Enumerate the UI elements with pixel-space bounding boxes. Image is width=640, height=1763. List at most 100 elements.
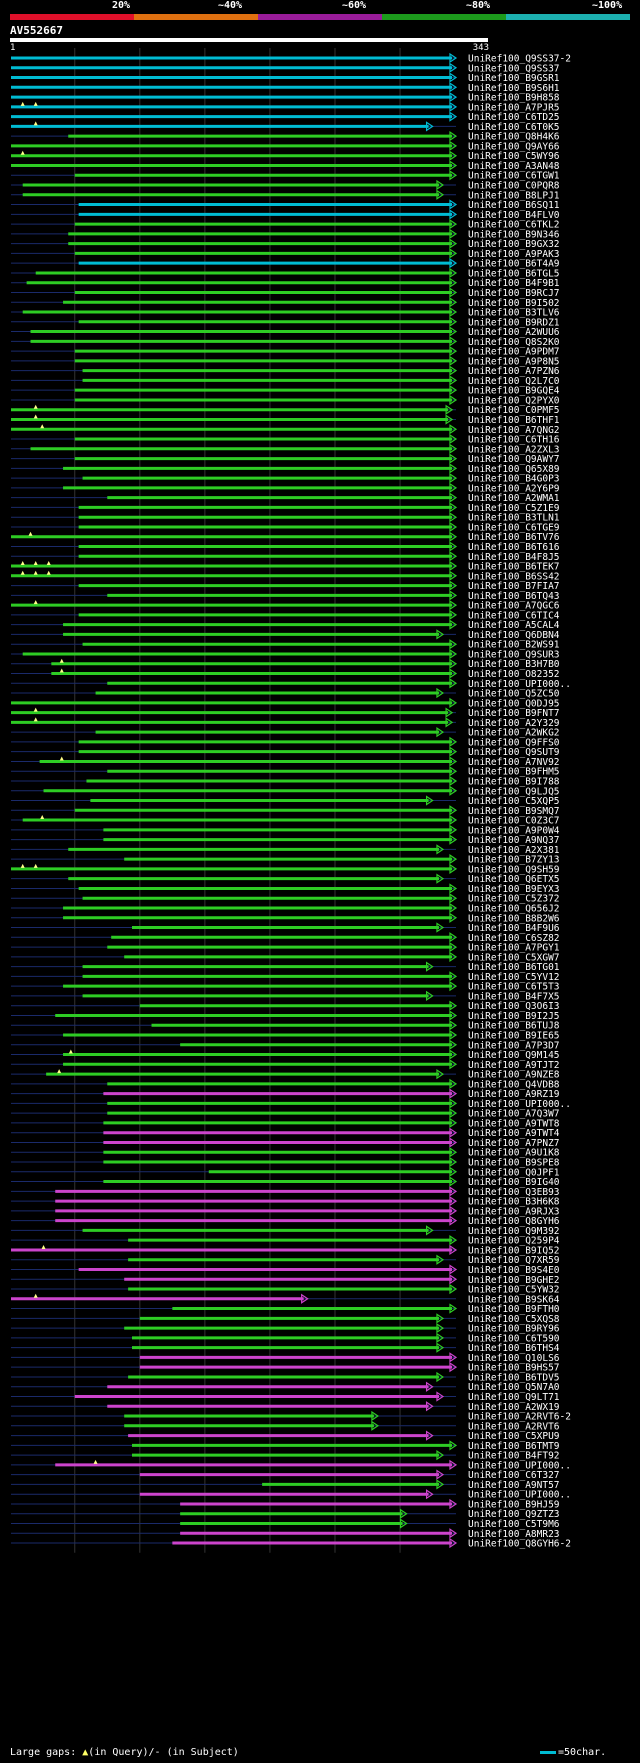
hit-label[interactable]: UniRef100_A2ZXL3 <box>468 444 560 455</box>
alignment-row[interactable]: UniRef100_B6T4A9 <box>11 258 560 270</box>
alignment-row[interactable]: UniRef100_UPI000.. <box>11 678 571 690</box>
alignment-row[interactable]: UniRef100_Q10LS6 <box>11 1352 560 1364</box>
hit-label[interactable]: UniRef100_C6TKL2 <box>468 220 560 231</box>
alignment-row[interactable]: UniRef100_B9FTH0 <box>11 1303 560 1315</box>
alignment-row[interactable]: UniRef100_C6TD25 <box>11 111 560 123</box>
hit-label[interactable]: UniRef100_B9N346 <box>468 229 560 240</box>
hit-label[interactable]: UniRef100_UPI000.. <box>468 679 571 690</box>
hit-label[interactable]: UniRef100_B9SK64 <box>468 1294 560 1305</box>
hit-label[interactable]: UniRef100_B9I502 <box>468 298 560 309</box>
alignment-row[interactable]: UniRef100_Q5N7A0 <box>11 1381 560 1393</box>
alignment-row[interactable]: UniRef100_A9NT57 <box>11 1479 560 1491</box>
hit-label[interactable]: UniRef100_B6TG01 <box>468 962 560 973</box>
hit-label[interactable]: UniRef100_Q9SS37 <box>468 63 560 74</box>
alignment-row[interactable]: UniRef100_Q259P4 <box>11 1235 560 1247</box>
hit-label[interactable]: UniRef100_C5WY96 <box>468 151 560 162</box>
hit-label[interactable]: UniRef100_A2WUU6 <box>468 327 560 338</box>
hit-label[interactable]: UniRef100_B9RY96 <box>468 1324 560 1335</box>
alignment-row[interactable]: UniRef100_A9U1K8 <box>11 1147 560 1159</box>
alignment-row[interactable]: UniRef100_B4FLV0 <box>11 209 560 221</box>
alignment-row[interactable]: UniRef100_A9NZE8 <box>11 1068 560 1081</box>
alignment-row[interactable]: UniRef100_B9RY96 <box>11 1322 560 1335</box>
alignment-row[interactable]: UniRef100_Q9LJQ5 <box>11 785 560 797</box>
alignment-row[interactable]: UniRef100_B9SK64 <box>11 1293 560 1306</box>
alignment-row[interactable]: UniRef100_C6TKL2 <box>11 218 560 231</box>
hit-label[interactable]: UniRef100_C5Z372 <box>468 894 560 905</box>
hit-label[interactable]: UniRef100_A9TWT4 <box>468 1128 560 1139</box>
alignment-row[interactable]: UniRef100_A9TJT2 <box>11 1059 560 1071</box>
alignment-row[interactable]: UniRef100_C5Z372 <box>11 893 560 905</box>
hit-label[interactable]: UniRef100_UPI000.. <box>468 1099 571 1110</box>
alignment-row[interactable]: UniRef100_A7Q3W7 <box>11 1108 560 1120</box>
alignment-row[interactable]: UniRef100_C6SZ82 <box>11 932 560 944</box>
hit-label[interactable]: UniRef100_C5XQP5 <box>468 796 560 807</box>
hit-label[interactable]: UniRef100_A7NV92 <box>468 757 560 768</box>
alignment-row[interactable]: UniRef100_A8MR23 <box>11 1528 560 1540</box>
hit-label[interactable]: UniRef100_A9U1K8 <box>468 1148 560 1159</box>
hit-label[interactable]: UniRef100_C5XQS8 <box>468 1314 560 1325</box>
hit-label[interactable]: UniRef100_Q9M145 <box>468 1050 560 1061</box>
alignment-row[interactable]: UniRef100_Q8S2K0 <box>11 336 560 348</box>
hit-label[interactable]: UniRef100_Q9LT71 <box>468 1392 560 1403</box>
alignment-row[interactable]: UniRef100_C5XGW7 <box>11 951 560 963</box>
alignment-row[interactable]: UniRef100_B9RCJ7 <box>11 287 560 299</box>
alignment-row[interactable]: UniRef100_C0PQR8 <box>11 179 560 192</box>
hit-label[interactable]: UniRef100_Q9AWY7 <box>468 454 560 465</box>
hit-label[interactable]: UniRef100_Q3EB93 <box>468 1187 560 1198</box>
hit-label[interactable]: UniRef100_Q4VDB8 <box>468 1079 560 1090</box>
hit-label[interactable]: UniRef100_B6T616 <box>468 542 560 553</box>
hit-label[interactable]: UniRef100_B6TGL5 <box>468 268 560 279</box>
hit-label[interactable]: UniRef100_B9RDZ1 <box>468 317 560 328</box>
hit-label[interactable]: UniRef100_C6TH16 <box>468 435 560 446</box>
hit-label[interactable]: UniRef100_C5Z1E9 <box>468 503 560 514</box>
alignment-row[interactable]: UniRef100_A9TWT8 <box>11 1117 560 1129</box>
hit-label[interactable]: UniRef100_Q9SS37-2 <box>468 54 571 65</box>
alignment-row[interactable]: UniRef100_B6THS4 <box>11 1342 560 1354</box>
alignment-row[interactable]: UniRef100_B9N346 <box>11 228 560 240</box>
hit-label[interactable]: UniRef100_B9FNT7 <box>468 708 560 719</box>
alignment-row[interactable]: UniRef100_B4F8J5 <box>11 551 560 563</box>
alignment-row[interactable]: UniRef100_B3TLN1 <box>11 512 560 524</box>
alignment-row[interactable]: UniRef100_A9TWT4 <box>11 1127 560 1139</box>
alignment-row[interactable]: UniRef100_B9I502 <box>11 297 560 309</box>
alignment-row[interactable]: UniRef100_B3H7B0 <box>11 658 560 671</box>
hit-label[interactable]: UniRef100_B9GX32 <box>468 239 560 250</box>
hit-label[interactable]: UniRef100_Q7XR59 <box>468 1255 560 1266</box>
hit-label[interactable]: UniRef100_Q9SH59 <box>468 864 560 875</box>
alignment-row[interactable]: UniRef100_A9RZ19 <box>11 1088 560 1100</box>
hit-label[interactable]: UniRef100_A3AN48 <box>468 161 560 172</box>
alignment-row[interactable]: UniRef100_Q7XR59 <box>11 1254 560 1266</box>
hit-label[interactable]: UniRef100_A2WKG2 <box>468 728 560 739</box>
alignment-row[interactable]: UniRef100_C5XQP5 <box>11 795 560 807</box>
alignment-row[interactable]: UniRef100_Q9ZTZ3 <box>11 1508 560 1520</box>
hit-label[interactable]: UniRef100_B9H858 <box>468 93 560 104</box>
alignment-row[interactable]: UniRef100_B9IQ52 <box>11 1244 560 1257</box>
alignment-row[interactable]: UniRef100_B6TUJ8 <box>11 1020 560 1032</box>
alignment-row[interactable]: UniRef100_C5WY96 <box>11 150 560 163</box>
alignment-row[interactable]: UniRef100_Q9SH59 <box>11 863 560 876</box>
alignment-row[interactable]: UniRef100_B9IE65 <box>11 1029 560 1042</box>
alignment-row[interactable]: UniRef100_B6THF1 <box>11 414 560 426</box>
hit-label[interactable]: UniRef100_B9FTH0 <box>468 1304 560 1315</box>
hit-label[interactable]: UniRef100_C0Z3C7 <box>468 816 560 827</box>
alignment-row[interactable]: UniRef100_A7QNG2 <box>11 424 560 436</box>
alignment-row[interactable]: UniRef100_A2WKG2 <box>11 727 560 739</box>
alignment-row[interactable]: UniRef100_A9PAK3 <box>11 248 560 260</box>
hit-label[interactable]: UniRef100_B3H6K8 <box>468 1197 560 1208</box>
hit-label[interactable]: UniRef100_Q5N7A0 <box>468 1382 560 1393</box>
alignment-row[interactable]: UniRef100_A9NQ37 <box>11 834 560 846</box>
alignment-row[interactable]: UniRef100_Q3EB93 <box>11 1186 560 1198</box>
alignment-row[interactable]: UniRef100_Q65X89 <box>11 463 560 475</box>
hit-label[interactable]: UniRef100_B6TDV5 <box>468 1372 560 1383</box>
hit-label[interactable]: UniRef100_Q9ZTZ3 <box>468 1509 560 1520</box>
hit-label[interactable]: UniRef100_B2WS91 <box>468 640 560 651</box>
alignment-row[interactable]: UniRef100_C6T5T3 <box>11 981 560 993</box>
hit-label[interactable]: UniRef100_B4FT92 <box>468 1451 560 1462</box>
alignment-row[interactable]: UniRef100_B6SS42 <box>11 570 560 583</box>
hit-label[interactable]: UniRef100_C5YV12 <box>468 972 560 983</box>
alignment-row[interactable]: UniRef100_B6TGL5 <box>11 267 560 279</box>
hit-label[interactable]: UniRef100_B6SS42 <box>468 571 560 582</box>
hit-label[interactable]: UniRef100_C6T0K5 <box>468 122 560 133</box>
hit-label[interactable]: UniRef100_B9GQE4 <box>468 386 560 397</box>
hit-label[interactable]: UniRef100_Q8S2K0 <box>468 337 560 348</box>
